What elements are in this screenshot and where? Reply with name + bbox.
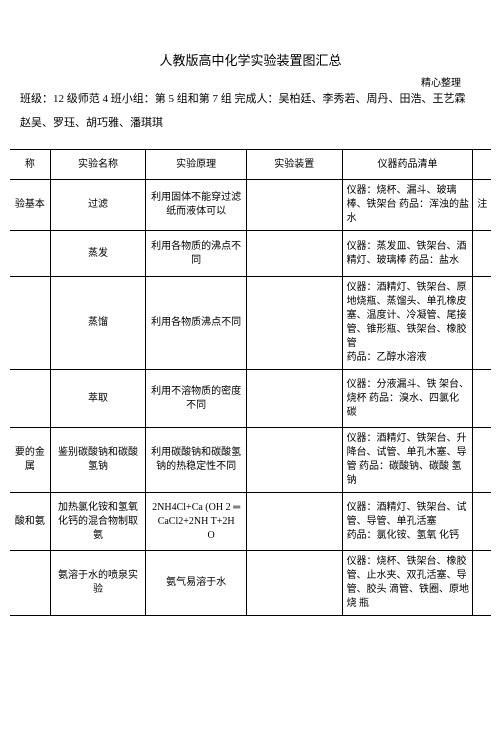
header-note: 精心整理 [421, 74, 461, 89]
col-header-note [473, 150, 491, 180]
class-info: 班级：12 级师范 4 班小组：第 5 组和第 7 组 完成人：吴柏廷、李秀若、… [0, 87, 501, 135]
cell-note [473, 428, 491, 493]
cell-note [473, 493, 491, 551]
cell-list: 仪器：酒精灯、铁架台、试管、导管、单孔活塞 药品：氯化铵、氢氧 化钙 [342, 493, 473, 551]
cell-note [473, 277, 491, 370]
cell-note [473, 551, 491, 616]
table-row: 蒸馏利用各物质沸点不同 仪器：酒精灯、铁架台、原地烧瓶、蒸馏头、单孔橡皮塞、温度计… [10, 277, 491, 370]
col-header-principle: 实验原理 [146, 150, 247, 180]
cell-principle: 利用不溶物质的密度不同 [146, 370, 247, 428]
cell-principle: 利用各物质沸点不同 [146, 277, 247, 370]
cell-category [10, 370, 50, 428]
cell-principle: 利用各物质的沸点不同 [146, 231, 247, 277]
cell-name: 过滤 [50, 180, 146, 231]
table-row: 验基本过滤利用固体不能穿过滤纸而液体可以 仪器：烧杯、漏斗、玻璃棒、铁架台 药品：… [10, 180, 491, 231]
cell-category: 要的金属 [10, 428, 50, 493]
cell-list: 仪器：蒸发皿、铁架台、酒精灯、玻璃棒 药品：盐水 [342, 231, 473, 277]
col-header-category: 称 [10, 150, 50, 180]
experiment-table: 称 实验名称 实验原理 实验装置 仪器药品清单 验基本过滤利用固体不能穿过滤纸而… [10, 149, 491, 616]
table-row: 要的金属鉴别碳酸钠和碳酸氢钠利用碳酸钠和碳酸氢 钠的热稳定性不同 仪器：酒精灯、铁… [10, 428, 491, 493]
cell-category [10, 551, 50, 616]
cell-apparatus [246, 428, 342, 493]
cell-apparatus [246, 551, 342, 616]
cell-category [10, 231, 50, 277]
cell-list: 仪器：酒精灯、铁架台、原地烧瓶、蒸馏头、单孔橡皮塞、温度计、冷凝管、尾接管、锥形… [342, 277, 473, 370]
cell-principle: 利用固体不能穿过滤纸而液体可以 [146, 180, 247, 231]
cell-note [473, 231, 491, 277]
cell-name: 蒸馏 [50, 277, 146, 370]
cell-principle: 2NH4Cl+Ca (OH 2 ═ CaCl2+2NH T+2H O [146, 493, 247, 551]
cell-list: 仪器：酒精灯、铁架台、升降台、试管、单孔木塞、导管 药品：碳酸钠、碳酸 氢钠 [342, 428, 473, 493]
cell-name: 氨溶于水的喷泉实验 [50, 551, 146, 616]
cell-list: 仪器：烧杯、铁架台、橡胶管、止水夹、双孔活塞、导管、胶头 滴管、铁圈、原地烧 瓶 [342, 551, 473, 616]
table-row: 酸和氨加热氯化铵和氢氧化钙的混合物制取氨2NH4Cl+Ca (OH 2 ═ Ca… [10, 493, 491, 551]
cell-category [10, 277, 50, 370]
cell-apparatus [246, 231, 342, 277]
class-info-line1: 班级：12 级师范 4 班小组：第 5 组和第 7 组 完成人：吴柏廷、李秀若、… [20, 87, 481, 111]
col-header-apparatus: 实验装置 [246, 150, 342, 180]
cell-apparatus [246, 493, 342, 551]
class-info-line2: 赵吴、罗珏、胡巧雅、潘琪琪 [20, 111, 481, 135]
cell-principle: 氨气易溶于水 [146, 551, 247, 616]
cell-apparatus [246, 370, 342, 428]
cell-list: 仪器：分液漏斗、铁 架台、烧杯 药品：溴水、四氯化 碳 [342, 370, 473, 428]
cell-name: 鉴别碳酸钠和碳酸氢钠 [50, 428, 146, 493]
col-header-name: 实验名称 [50, 150, 146, 180]
page-title: 人教版高中化学实验装置图汇总 [0, 50, 501, 69]
table-row: 氨溶于水的喷泉实验氨气易溶于水 仪器：烧杯、铁架台、橡胶管、止水夹、双孔活塞、导管… [10, 551, 491, 616]
cell-apparatus [246, 180, 342, 231]
cell-name: 蒸发 [50, 231, 146, 277]
cell-name: 萃取 [50, 370, 146, 428]
table-row: 蒸发利用各物质的沸点不同 仪器：蒸发皿、铁架台、酒精灯、玻璃棒 药品：盐水 [10, 231, 491, 277]
table-header-row: 称 实验名称 实验原理 实验装置 仪器药品清单 [10, 150, 491, 180]
cell-note: 注 [473, 180, 491, 231]
cell-category: 酸和氨 [10, 493, 50, 551]
cell-principle: 利用碳酸钠和碳酸氢 钠的热稳定性不同 [146, 428, 247, 493]
col-header-list: 仪器药品清单 [342, 150, 473, 180]
cell-apparatus [246, 277, 342, 370]
cell-category: 验基本 [10, 180, 50, 231]
cell-name: 加热氯化铵和氢氧化钙的混合物制取氨 [50, 493, 146, 551]
table-row: 萃取利用不溶物质的密度不同 仪器：分液漏斗、铁 架台、烧杯 药品：溴水、四氯化 碳 [10, 370, 491, 428]
cell-note [473, 370, 491, 428]
cell-list: 仪器：烧杯、漏斗、玻璃棒、铁架台 药品：浑浊的盐水 [342, 180, 473, 231]
